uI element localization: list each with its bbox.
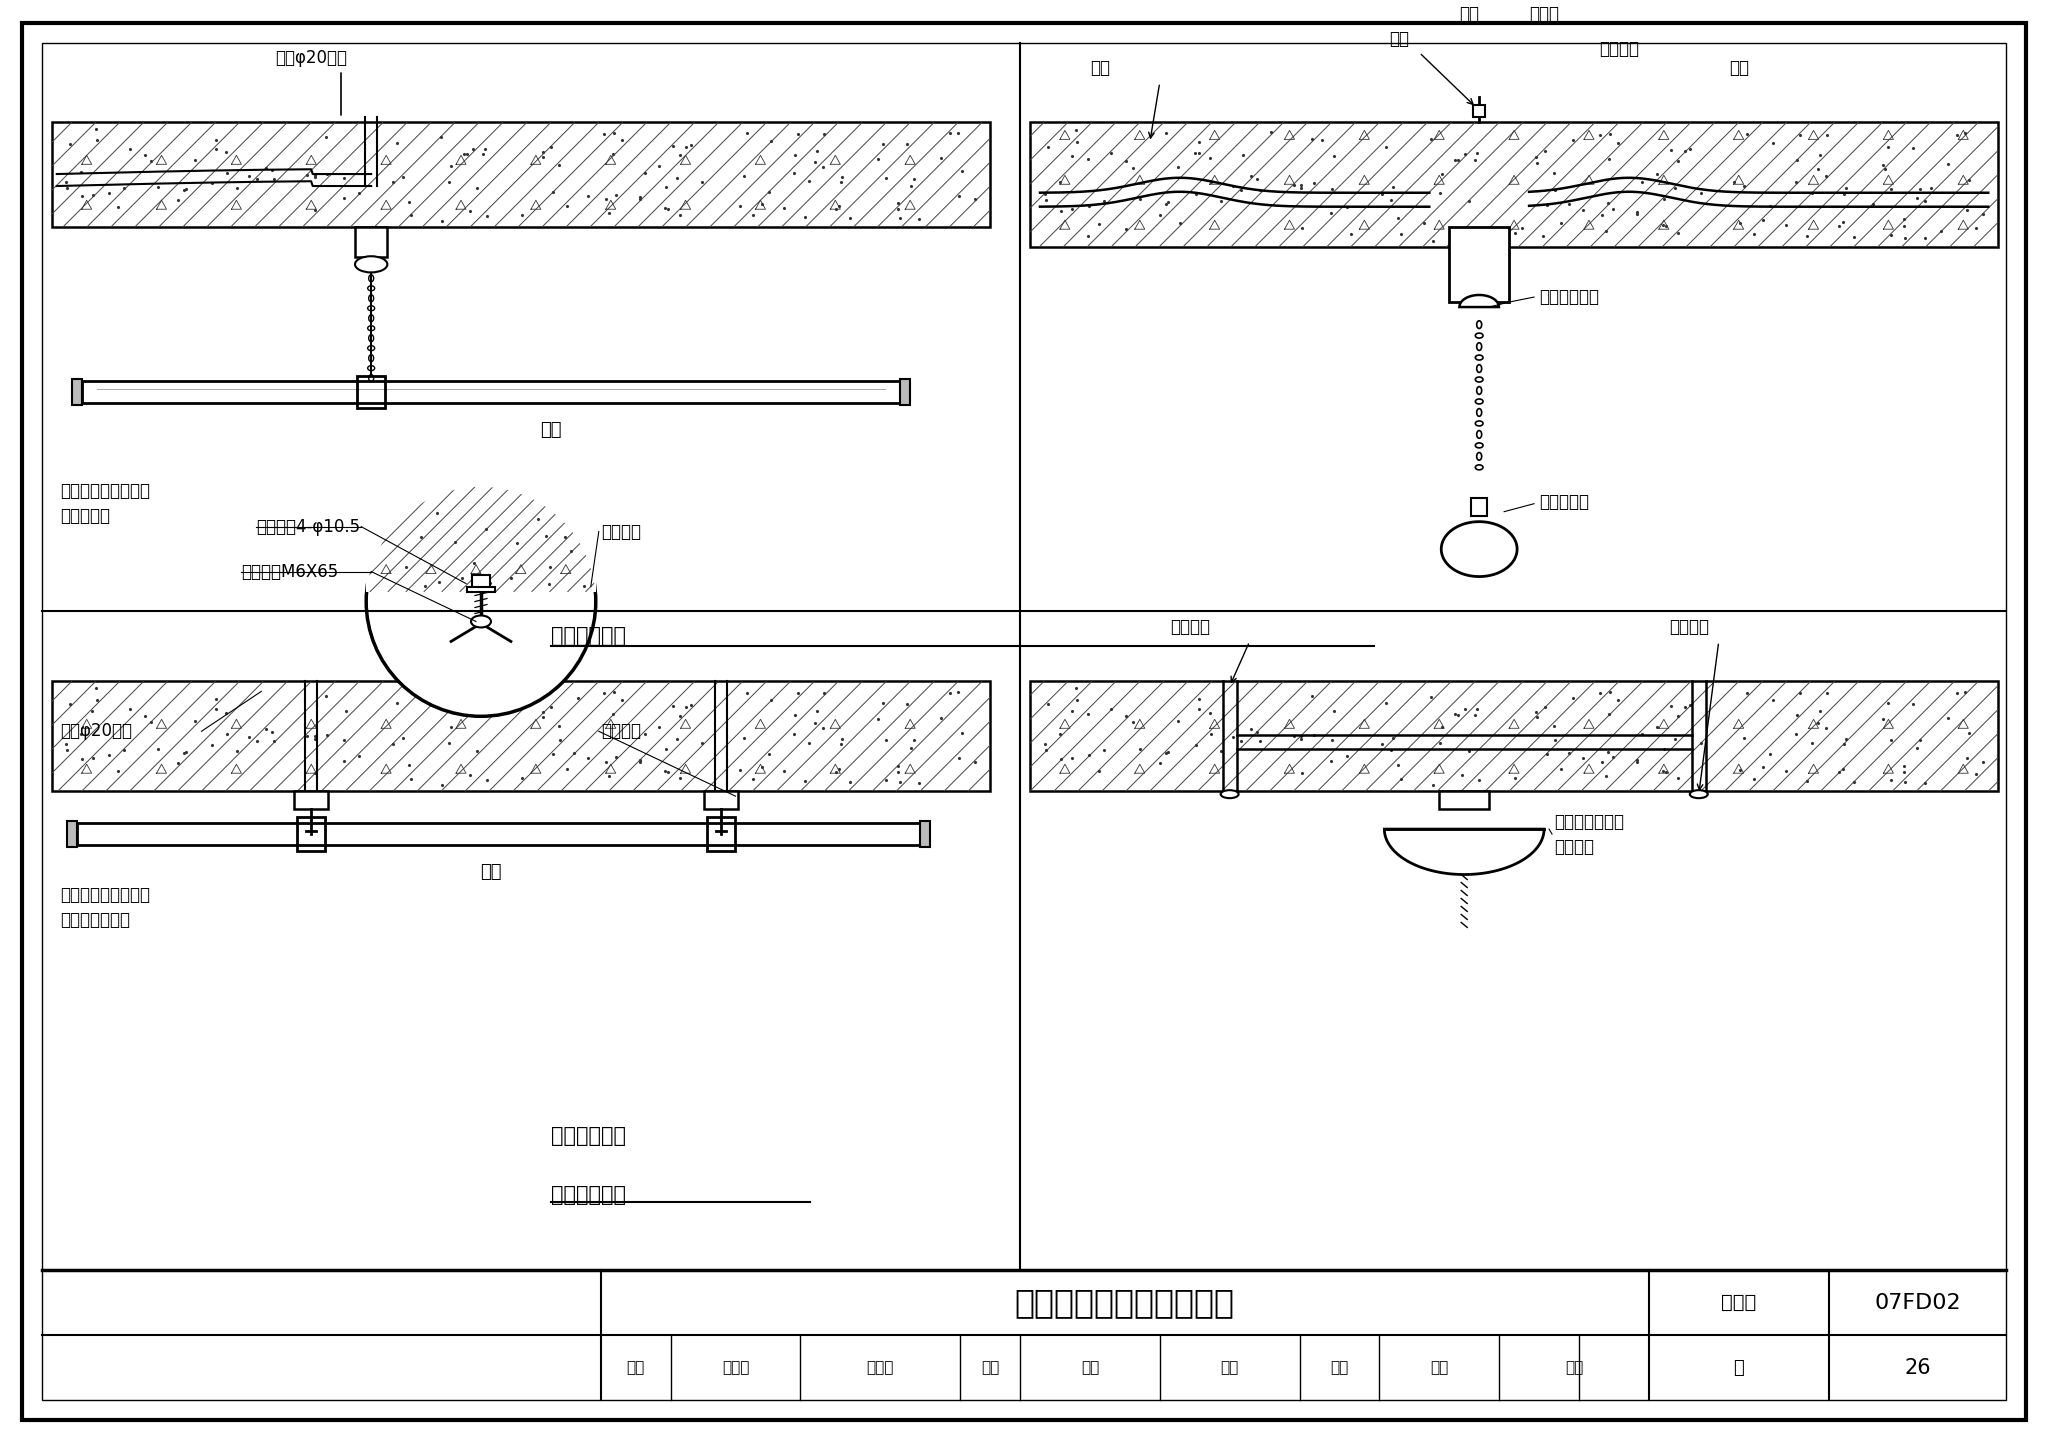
Text: 竹栅色: 竹栅色	[866, 1361, 893, 1375]
Text: 页: 页	[1733, 1358, 1745, 1377]
Text: 07FD02: 07FD02	[1874, 1293, 1960, 1313]
Bar	[1450, 228, 1509, 302]
Text: 杨维迅: 杨维迅	[721, 1361, 750, 1375]
Text: 吸顶灯具安装: 吸顶灯具安装	[551, 1185, 627, 1205]
Bar	[68, 821, 76, 847]
Text: 圆木白瓷吊盒: 圆木白瓷吊盒	[1538, 288, 1599, 307]
Text: 焊接: 焊接	[1729, 59, 1749, 78]
Ellipse shape	[354, 256, 387, 272]
Bar	[1440, 791, 1489, 809]
Bar	[901, 379, 909, 405]
Bar	[295, 791, 328, 809]
Bar	[707, 816, 735, 851]
Text: 审核: 审核	[627, 1361, 645, 1375]
Bar	[1030, 122, 1999, 248]
Ellipse shape	[1690, 791, 1708, 798]
Text: 橡皮衬垫: 橡皮衬垫	[1669, 618, 1708, 636]
Text: 吸顶灯具安装: 吸顶灯具安装	[551, 1126, 627, 1146]
Text: 战时两端用尼龙丝线
与安装螺栓缠绕: 战时两端用尼龙丝线 与安装螺栓缠绕	[59, 886, 150, 929]
Text: 橡皮衬垫: 橡皮衬垫	[600, 523, 641, 540]
Text: 钢管: 钢管	[1090, 59, 1110, 78]
Text: 预埋钢管: 预埋钢管	[1169, 618, 1210, 636]
Text: 链吊灯具安装: 链吊灯具安装	[551, 626, 627, 647]
Bar	[51, 122, 989, 228]
Text: 罗洁: 罗洁	[1081, 1361, 1100, 1375]
Text: 徐迪: 徐迪	[1430, 1361, 1448, 1375]
Text: 白瓷吊灯口: 白瓷吊灯口	[1538, 492, 1589, 511]
Circle shape	[367, 487, 596, 716]
Text: 灯管: 灯管	[479, 863, 502, 881]
Polygon shape	[1384, 829, 1544, 874]
Text: 战时用尼龙丝线
网罩包紧: 战时用尼龙丝线 网罩包紧	[1554, 812, 1624, 855]
Text: 校对: 校对	[981, 1361, 999, 1375]
Polygon shape	[1460, 295, 1499, 307]
Bar	[297, 816, 326, 851]
Text: 螺母: 螺母	[1389, 29, 1409, 48]
Text: 战时两端用尼龙丝线
与灯具缠绕: 战时两端用尼龙丝线 与灯具缠绕	[59, 482, 150, 524]
Bar	[1473, 105, 1485, 118]
Text: 防空地下室灯具安装做法: 防空地下室灯具安装做法	[1016, 1286, 1235, 1319]
Bar	[356, 376, 385, 408]
Bar	[82, 382, 901, 403]
Ellipse shape	[471, 615, 492, 628]
Text: 安装时钻4-φ10.5: 安装时钻4-φ10.5	[256, 517, 360, 536]
Text: 预埋φ20钢管: 预埋φ20钢管	[274, 49, 348, 115]
Bar	[76, 824, 920, 845]
Text: 跨接地线: 跨接地线	[1599, 39, 1638, 58]
Text: 绪他: 绪他	[1565, 1361, 1583, 1375]
Text: 膨胀螺栓M6X65: 膨胀螺栓M6X65	[242, 563, 338, 580]
Bar	[1470, 498, 1487, 516]
Bar	[72, 379, 82, 405]
Text: 灯管: 灯管	[541, 420, 561, 439]
Text: 护口: 护口	[1460, 4, 1479, 23]
Bar	[367, 477, 596, 592]
Text: 呼统: 呼统	[1221, 1361, 1239, 1375]
Text: 灯头盒: 灯头盒	[1530, 4, 1559, 23]
Text: 26: 26	[1905, 1358, 1931, 1378]
Bar	[471, 575, 489, 589]
Bar	[920, 821, 930, 847]
Bar	[467, 586, 496, 592]
Polygon shape	[1442, 521, 1518, 576]
Text: 设计: 设计	[1331, 1361, 1348, 1375]
Ellipse shape	[1221, 791, 1239, 798]
Text: 橡皮衬垫: 橡皮衬垫	[600, 723, 641, 740]
Bar	[354, 228, 387, 258]
Bar	[1030, 681, 1999, 791]
Bar	[705, 791, 737, 809]
Text: 图集号: 图集号	[1720, 1293, 1757, 1312]
Bar	[51, 681, 989, 791]
Text: 预埋φ20钢管: 预埋φ20钢管	[59, 723, 131, 740]
